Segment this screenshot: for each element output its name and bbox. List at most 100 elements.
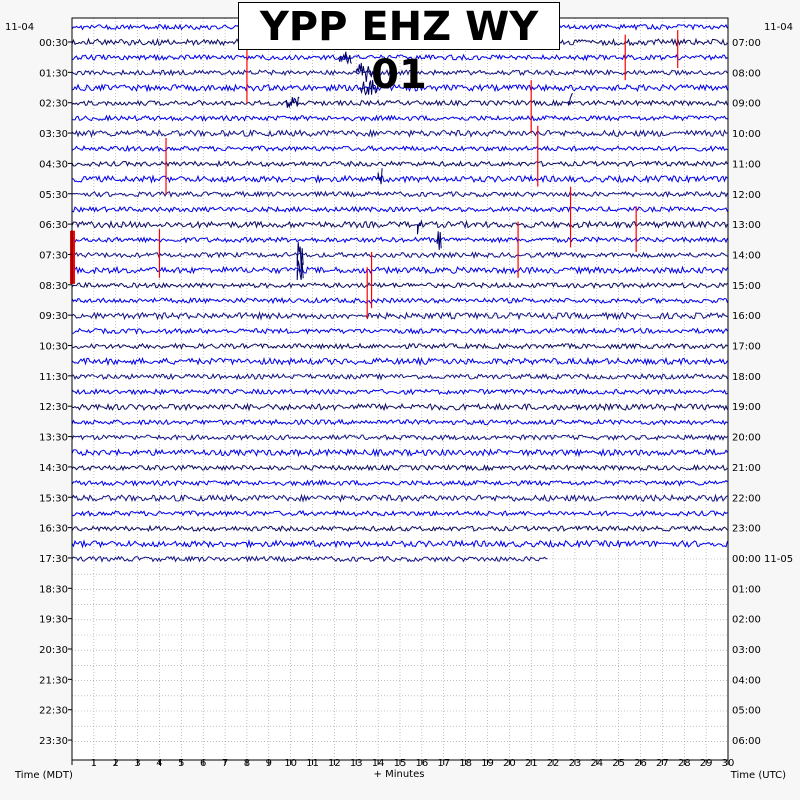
x-axis-label: + Minutes [374, 769, 425, 780]
x-tick-label: 23 [569, 758, 582, 769]
seismic-trace [71, 236, 728, 244]
seismic-trace [71, 493, 728, 503]
right-time-label: 07:00 [732, 38, 761, 49]
seismic-trace [71, 296, 728, 305]
x-tick-label: 26 [634, 758, 647, 769]
right-time-label: 16:00 [732, 311, 761, 322]
seismic-burst [296, 260, 304, 281]
seismic-trace [71, 448, 728, 458]
seismic-trace [71, 174, 728, 184]
right-time-label: 05:00 [732, 706, 761, 717]
seismic-burst [360, 80, 379, 96]
x-tick-label: 17 [437, 758, 450, 769]
x-tick-label: 10 [284, 758, 297, 769]
grid-lines [72, 18, 728, 760]
x-tick-label: 12 [328, 758, 341, 769]
x-tick-label: 4 [156, 758, 162, 769]
seismic-trace [71, 310, 728, 321]
x-tick-label: 16 [415, 758, 428, 769]
right-time-label: 23:00 [732, 524, 761, 535]
seismic-trace [71, 372, 728, 381]
seismic-trace [71, 555, 548, 563]
right-time-label: 17:00 [732, 342, 761, 353]
seismic-burst [377, 168, 383, 185]
left-time-label: 08:30 [39, 281, 68, 292]
date-left-label: 11-04 [5, 22, 34, 33]
x-tick-label: 29 [700, 758, 713, 769]
right-time-label: 21:00 [732, 463, 761, 474]
right-time-label: 14:00 [732, 250, 761, 261]
left-time-label: 17:30 [39, 554, 68, 565]
left-time-label: 19:30 [39, 615, 68, 626]
seismic-trace [71, 128, 728, 139]
x-tick-label: 5 [178, 758, 184, 769]
right-time-label: 13:00 [732, 220, 761, 231]
left-time-label: 09:30 [39, 311, 68, 322]
seismic-burst [417, 220, 422, 235]
chart-title: YPP EHZ WY 01 [238, 2, 560, 98]
left-time-label: 22:30 [39, 706, 68, 717]
seismic-trace [71, 190, 728, 198]
x-tick-label: 25 [612, 758, 625, 769]
seismic-trace [71, 509, 728, 518]
seismic-trace [71, 464, 728, 472]
seismic-trace [71, 342, 728, 351]
date-right-label: 11-04 [764, 22, 793, 33]
seismic-trace [71, 144, 728, 153]
seismic-trace [71, 205, 728, 214]
x-tick-label: 11 [306, 758, 319, 769]
seismic-trace [71, 524, 728, 533]
seismic-trace [71, 327, 728, 335]
left-time-label: 00:30 [39, 38, 68, 49]
right-time-label: 22:00 [732, 493, 761, 504]
seismic-trace [71, 83, 728, 93]
x-tick-label: 6 [200, 758, 206, 769]
x-tick-label: 19 [481, 758, 494, 769]
x-tick-label: 7 [222, 758, 228, 769]
seismic-trace [71, 418, 728, 426]
seismic-trace [71, 68, 728, 77]
right-time-label: 19:00 [732, 402, 761, 413]
seismic-burst [296, 242, 304, 269]
left-time-label: 20:30 [39, 645, 68, 656]
right-time-label: 09:00 [732, 99, 761, 110]
left-time-label: 06:30 [39, 220, 68, 231]
seismic-burst [338, 51, 353, 65]
left-time-label: 04:30 [39, 159, 68, 170]
left-time-label: 13:30 [39, 433, 68, 444]
right-time-label: 08:00 [732, 68, 761, 79]
right-time-label: 04:00 [732, 675, 761, 686]
seismic-trace [71, 388, 728, 396]
right-time-label: 20:00 [732, 433, 761, 444]
seismic-trace [71, 99, 728, 107]
left-time-label: 03:30 [39, 129, 68, 140]
x-tick-label: 15 [394, 758, 407, 769]
left-time-label: 21:30 [39, 675, 68, 686]
right-time-label: 00:00 11-05 [732, 554, 793, 565]
seismic-trace [71, 159, 728, 168]
right-time-label: 01:00 [732, 584, 761, 595]
x-tick-label: 14 [372, 758, 385, 769]
right-axis-label: Time (UTC) [730, 770, 786, 781]
seismic-burst [355, 62, 378, 83]
x-tick-label: 13 [350, 758, 363, 769]
axis-labels: 11-04 11-04 00:30 01:30 02:30 03:30 04:30 05:30… [5, 22, 793, 781]
left-time-label: 23:30 [39, 736, 68, 747]
x-tick-label: 30 [722, 758, 735, 769]
seismic-trace [71, 433, 728, 442]
x-tick-label: 3 [134, 758, 140, 769]
left-time-label: 05:30 [39, 190, 68, 201]
seismic-trace [71, 53, 728, 62]
left-time-label: 16:30 [39, 524, 68, 535]
left-time-label: 01:30 [39, 68, 68, 79]
x-tick-label: 20 [503, 758, 516, 769]
right-time-label: 12:00 [732, 190, 761, 201]
left-time-label: 02:30 [39, 99, 68, 110]
left-time-label: 12:30 [39, 402, 68, 413]
left-time-label: 11:30 [39, 372, 68, 383]
right-time-label: 02:00 [732, 615, 761, 626]
x-tick-label: 28 [678, 758, 691, 769]
seismic-burst [285, 96, 300, 109]
seismic-trace [71, 219, 728, 230]
